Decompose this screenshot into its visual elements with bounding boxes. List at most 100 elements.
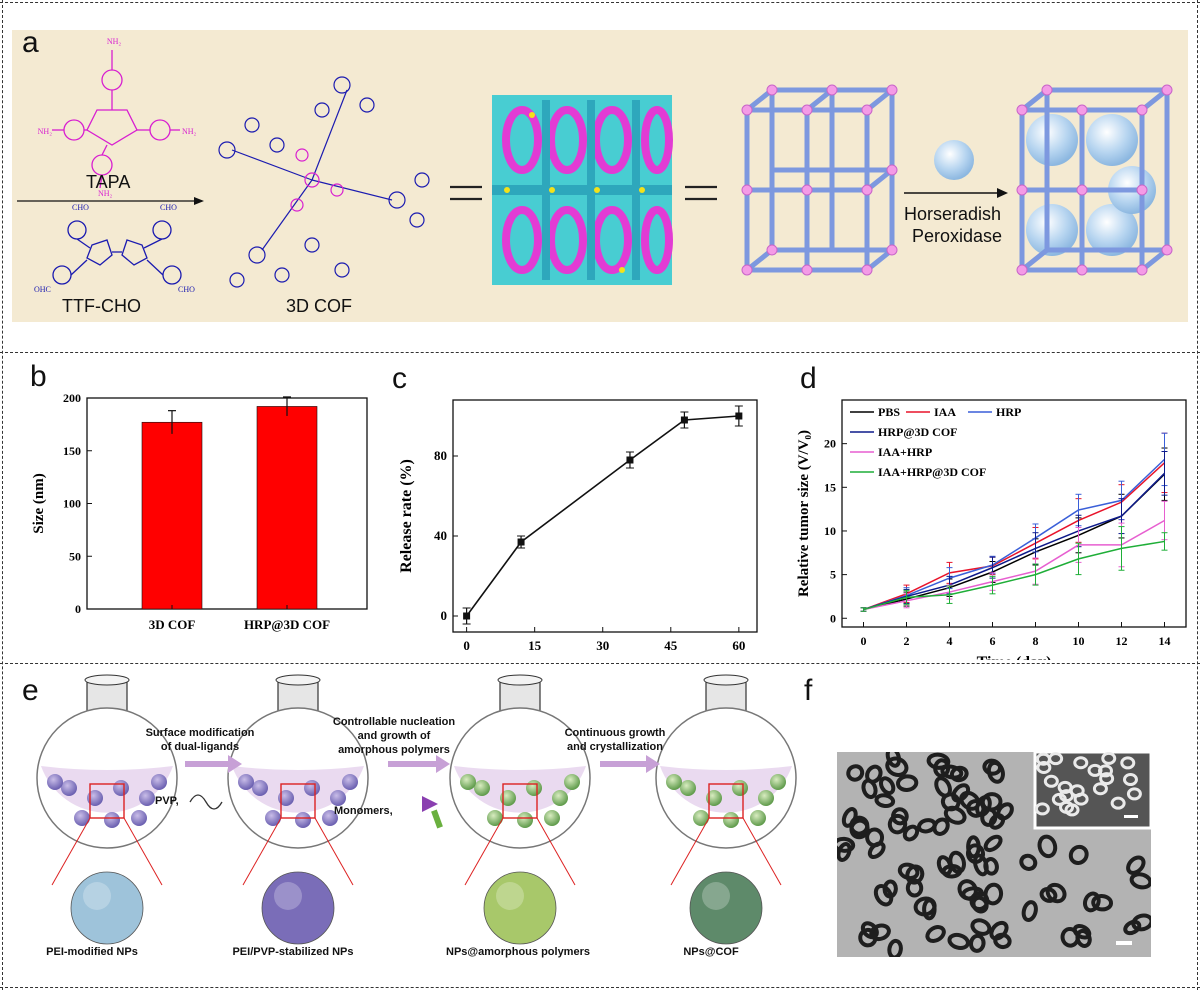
- cof-structure: [218, 76, 430, 288]
- ttf-cho-3: CHO: [178, 285, 195, 294]
- chart-b-bar: [141, 421, 203, 610]
- chart-d-legend-label: PBS: [878, 405, 900, 419]
- caption-nps-cof: NPs@COF: [683, 946, 739, 958]
- sem-particle: [1064, 803, 1080, 817]
- chart-d: 0 5 10 15 20 0 2 4 6 8 10 12 14 PBS IAA HRP HRP@3D COF IA…: [796, 399, 1187, 660]
- sem-particle: [1126, 787, 1142, 801]
- tem-particle: [873, 884, 894, 907]
- chart-c: 0 40 80 0 15 30 45 60 Time (h) Release rate (%): [398, 399, 758, 660]
- enzyme-label-1: Horseradish: [904, 204, 1002, 224]
- flask-particle: [330, 790, 346, 806]
- tapa-nh2-top: NH₂: [107, 37, 122, 46]
- chart-b-ytick-label: 0: [75, 602, 81, 616]
- flask-particle: [564, 774, 580, 790]
- sem-particle: [1058, 789, 1074, 803]
- chart-d-xlabel: Time (day): [977, 654, 1052, 660]
- tem-particle: [949, 765, 969, 783]
- tem-particle: [970, 918, 992, 936]
- flask-particle: [544, 810, 560, 826]
- chart-d-legend-label: HRP: [996, 405, 1021, 419]
- ttf-cho-2: CHO: [160, 203, 177, 212]
- tem-particle: [860, 921, 879, 940]
- cof-lattice-hrp: [1016, 84, 1173, 276]
- chart-d-xtick-label: 4: [947, 634, 953, 648]
- tem-particle: [1037, 834, 1058, 859]
- flask-particle: [500, 790, 516, 806]
- tem-particle: [936, 855, 953, 876]
- equals-2: [685, 185, 717, 201]
- chart-b-xtick-label: HRP@3D COF: [244, 617, 330, 632]
- divider-bcd: [0, 663, 1200, 664]
- zoomed-particle: [689, 871, 763, 945]
- flask: [227, 674, 369, 945]
- chart-d-line: [863, 458, 1166, 611]
- tem-particle: [1039, 886, 1058, 903]
- flask-stopper-top: [497, 674, 543, 686]
- frame-right: [1197, 0, 1198, 990]
- flask-particle: [487, 810, 503, 826]
- zoomed-particle: [261, 871, 335, 945]
- sem-particle: [1035, 752, 1051, 766]
- flask-particle: [758, 790, 774, 806]
- flask-group: [36, 674, 797, 945]
- chart-d-xtick-label: 12: [1116, 634, 1128, 648]
- zoomed-highlight: [496, 882, 524, 910]
- chart-d-ytick-label: 15: [824, 480, 836, 494]
- flask-particle: [342, 774, 358, 790]
- panel-e-scheme: [36, 674, 797, 945]
- flask-particle: [113, 780, 129, 796]
- cof-space-model: [492, 95, 673, 285]
- sem-particle: [1120, 756, 1136, 770]
- chart-b-ytick-label: 50: [69, 549, 81, 563]
- tem-particle: [989, 920, 1009, 941]
- chart-d-ylabel: Relative tumor size (V/V₀): [796, 430, 812, 597]
- chart-c-line: [465, 415, 739, 617]
- flask-particle: [131, 810, 147, 826]
- flask-particle: [526, 780, 542, 796]
- sem-particle: [1043, 774, 1059, 788]
- sem-particle: [1036, 760, 1052, 774]
- sem-particle: [1092, 782, 1108, 796]
- tem-particle: [1129, 872, 1151, 890]
- tem-particle: [874, 793, 896, 809]
- chart-c-ytick-label: 40: [434, 528, 447, 543]
- tem-image: [837, 752, 1151, 957]
- zoomed-particle: [483, 871, 557, 945]
- chart-c-point: [735, 412, 743, 420]
- monomer-icon-2: [431, 809, 443, 829]
- tem-particle: [913, 896, 937, 917]
- sem-particle: [1098, 764, 1114, 778]
- tem-particle: [943, 805, 967, 825]
- chart-c-xtick-label: 60: [732, 638, 745, 653]
- chart-b-ytick-label: 100: [63, 497, 81, 511]
- sem-particle: [1122, 773, 1138, 787]
- zoom-line: [742, 817, 782, 886]
- panel-a-scheme: NH₂ NH₂ NH₂ NH₂ CHO CHO OHC CHO: [17, 37, 1173, 294]
- chart-c-xtick-label: 0: [463, 638, 470, 653]
- chart-d-ytick-label: 10: [824, 524, 836, 538]
- chart-b-frame: [86, 397, 368, 610]
- step3-line1: Continuous growth: [564, 727, 666, 739]
- sem-particle: [1101, 752, 1117, 765]
- sem-particle: [1073, 756, 1089, 770]
- flask-particle: [732, 780, 748, 796]
- chart-d-ytick-label: 20: [824, 437, 836, 451]
- tem-particle: [983, 834, 1003, 853]
- zoom-box: [502, 783, 538, 819]
- chart-d-ytick-label: 0: [830, 611, 836, 625]
- chart-c-ytick-label: 0: [441, 608, 448, 623]
- pvp-chain-icon: [189, 794, 223, 810]
- flask: [655, 674, 797, 945]
- chart-d-legend-label: IAA: [934, 405, 956, 419]
- tem-particle: [905, 864, 925, 885]
- tapa-nh2-right: NH₂: [182, 127, 197, 136]
- zoomed-highlight: [702, 882, 730, 910]
- flask-particle: [304, 780, 320, 796]
- tem-particle: [837, 836, 856, 853]
- caption-pei-modified: PEI-modified NPs: [46, 946, 138, 958]
- flask-particle: [680, 780, 696, 796]
- chart-c-ytick-label: 80: [434, 448, 447, 463]
- step2-line2: and growth of: [357, 730, 431, 742]
- monomers-label: Monomers,: [334, 805, 393, 817]
- chart-b-ytick-label: 150: [63, 444, 81, 458]
